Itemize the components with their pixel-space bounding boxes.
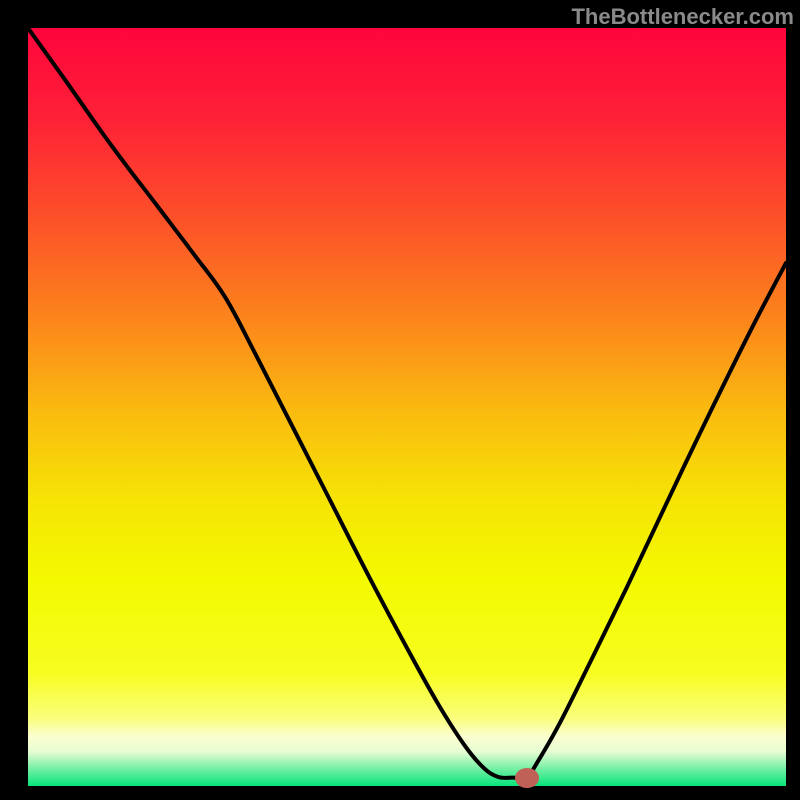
optimal-point-marker — [515, 768, 539, 788]
watermark-text: TheBottlenecker.com — [571, 4, 794, 30]
plot-area — [28, 28, 786, 786]
bottleneck-curve — [28, 28, 786, 779]
curve-layer — [28, 28, 786, 786]
chart-canvas: TheBottlenecker.com — [0, 0, 800, 800]
